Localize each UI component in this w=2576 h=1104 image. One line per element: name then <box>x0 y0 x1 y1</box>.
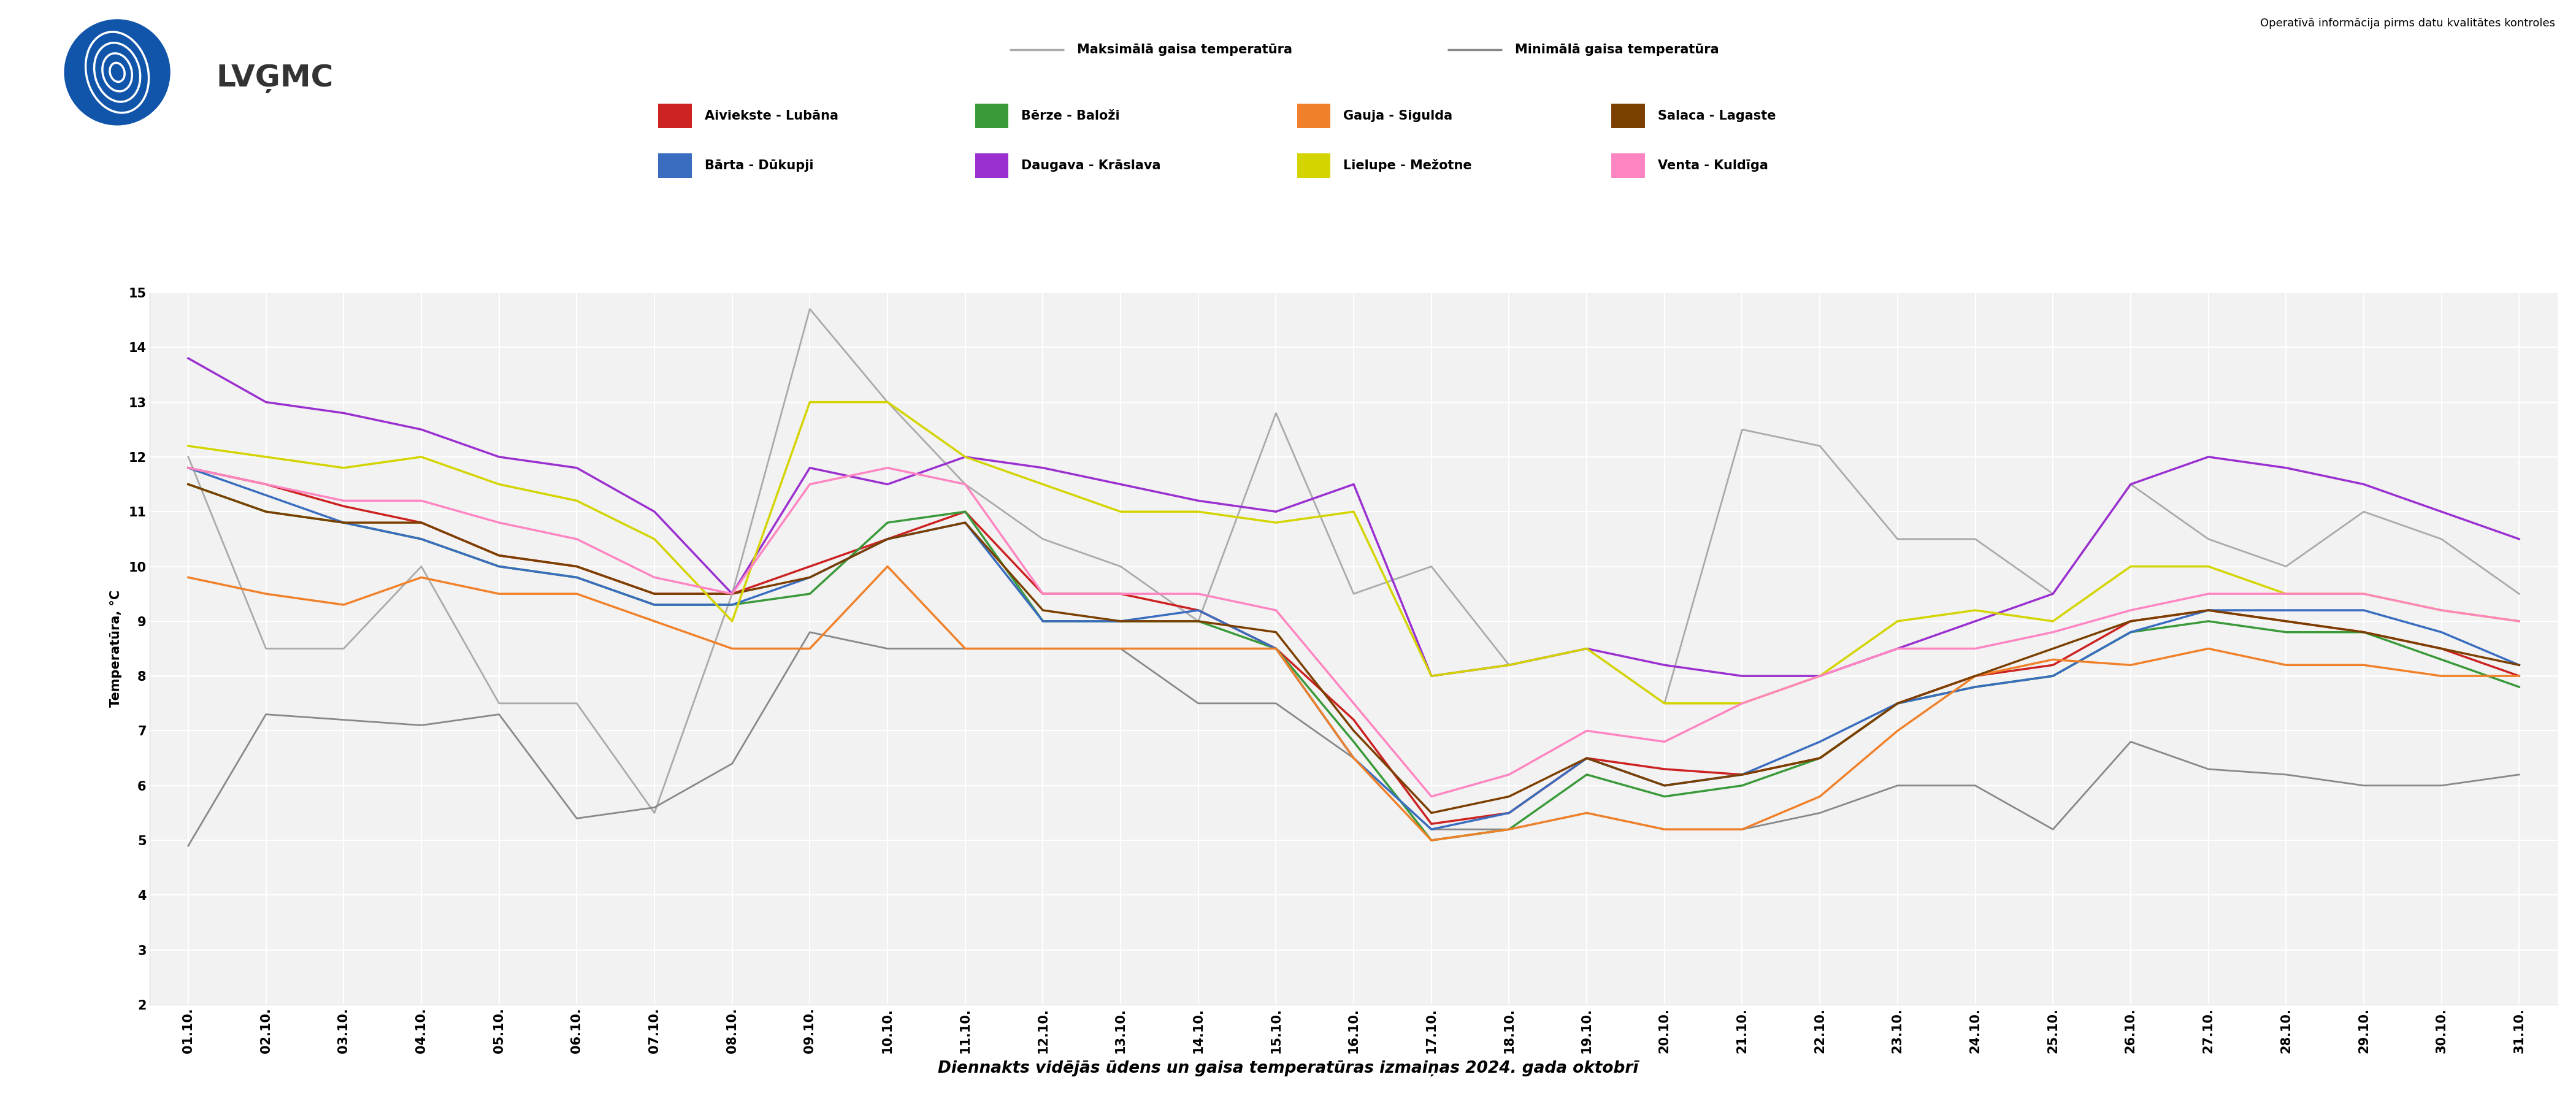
Text: Bērze - Baloži: Bērze - Baloži <box>1020 109 1121 123</box>
Text: LVĢMC: LVĢMC <box>216 64 335 93</box>
Text: Operatīvā informācija pirms datu kvalitātes kontroles: Operatīvā informācija pirms datu kvalitā… <box>2259 18 2555 29</box>
Circle shape <box>64 19 170 126</box>
Text: Gauja - Sigulda: Gauja - Sigulda <box>1345 109 1453 123</box>
Y-axis label: Temperatūra, °C: Temperatūra, °C <box>111 590 121 708</box>
Text: Minimālā gaisa temperatūra: Minimālā gaisa temperatūra <box>1515 43 1718 56</box>
Text: Lielupe - Mežotne: Lielupe - Mežotne <box>1345 159 1471 172</box>
Text: Diennakts vidējās ūdens un gaisa temperatūras izmaiņas 2024. gada oktobrī: Diennakts vidējās ūdens un gaisa tempera… <box>938 1061 1638 1076</box>
Text: Daugava - Krāslava: Daugava - Krāslava <box>1020 159 1162 172</box>
Text: Aiviekste - Lubāna: Aiviekste - Lubāna <box>706 109 837 123</box>
Text: Salaca - Lagaste: Salaca - Lagaste <box>1659 109 1775 123</box>
Text: Maksimālā gaisa temperatūra: Maksimālā gaisa temperatūra <box>1077 43 1293 56</box>
Text: Venta - Kuldīga: Venta - Kuldīga <box>1659 159 1767 172</box>
Text: Bārta - Dūkupji: Bārta - Dūkupji <box>706 159 814 172</box>
